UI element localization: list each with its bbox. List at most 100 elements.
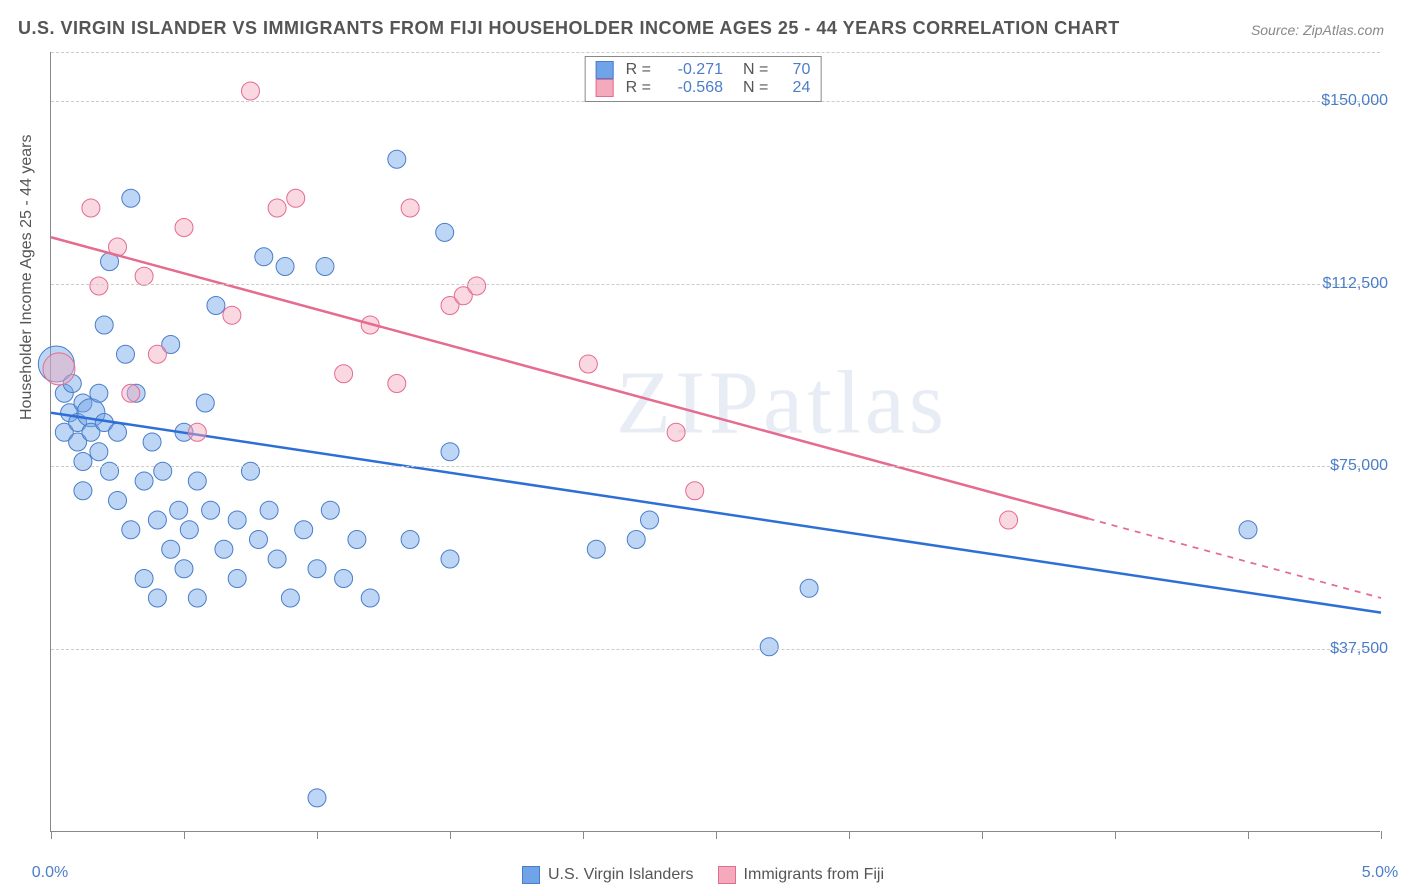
- scatter-point: [295, 521, 313, 539]
- scatter-point: [242, 82, 260, 100]
- y-tick-label: $150,000: [1321, 92, 1388, 110]
- scatter-point: [148, 589, 166, 607]
- scatter-point: [268, 199, 286, 217]
- gridline-h: [51, 466, 1380, 467]
- scatter-point: [90, 384, 108, 402]
- x-tick: [583, 831, 584, 839]
- r-label: R =: [626, 79, 651, 97]
- n-label: N =: [743, 79, 768, 97]
- x-tick: [51, 831, 52, 839]
- scatter-point: [135, 267, 153, 285]
- scatter-point: [667, 423, 685, 441]
- legend-swatch: [596, 61, 614, 79]
- scatter-point: [95, 316, 113, 334]
- scatter-point: [316, 258, 334, 276]
- x-tick: [317, 831, 318, 839]
- trend-line: [51, 413, 1381, 613]
- gridline-h: [51, 649, 1380, 650]
- scatter-point: [335, 570, 353, 588]
- x-tick: [450, 831, 451, 839]
- x-tick-label: 5.0%: [1362, 864, 1398, 882]
- scatter-point: [401, 531, 419, 549]
- scatter-point: [148, 511, 166, 529]
- legend-swatch: [596, 79, 614, 97]
- scatter-point: [143, 433, 161, 451]
- chart-title: U.S. VIRGIN ISLANDER VS IMMIGRANTS FROM …: [18, 18, 1120, 39]
- series-name: Immigrants from Fiji: [744, 866, 884, 884]
- scatter-point: [207, 297, 225, 315]
- scatter-point: [641, 511, 659, 529]
- scatter-point: [175, 560, 193, 578]
- x-tick: [1381, 831, 1382, 839]
- source-label: Source: ZipAtlas.com: [1251, 22, 1384, 38]
- scatter-point: [308, 560, 326, 578]
- n-value: 24: [780, 79, 810, 97]
- y-axis-label: Householder Income Ages 25 - 44 years: [18, 135, 36, 421]
- x-tick: [1115, 831, 1116, 839]
- series-legend-item: U.S. Virgin Islanders: [522, 866, 694, 884]
- scatter-point: [228, 570, 246, 588]
- scatter-point: [122, 189, 140, 207]
- scatter-point: [74, 453, 92, 471]
- y-tick-label: $75,000: [1330, 457, 1388, 475]
- scatter-point: [223, 306, 241, 324]
- correlation-legend-row: R =-0.271N =70: [596, 61, 811, 79]
- scatter-point: [162, 540, 180, 558]
- scatter-point: [82, 199, 100, 217]
- scatter-point: [579, 355, 597, 373]
- scatter-point: [202, 501, 220, 519]
- scatter-point: [188, 423, 206, 441]
- scatter-point: [148, 345, 166, 363]
- scatter-point: [74, 482, 92, 500]
- scatter-point: [135, 472, 153, 490]
- scatter-point: [308, 789, 326, 807]
- scatter-point: [135, 570, 153, 588]
- scatter-point: [388, 375, 406, 393]
- y-tick-label: $37,500: [1330, 640, 1388, 658]
- x-tick: [1248, 831, 1249, 839]
- scatter-point: [335, 365, 353, 383]
- scatter-point: [1000, 511, 1018, 529]
- scatter-point: [760, 638, 778, 656]
- n-value: 70: [780, 61, 810, 79]
- scatter-point: [228, 511, 246, 529]
- scatter-point: [401, 199, 419, 217]
- scatter-point: [276, 258, 294, 276]
- legend-swatch: [522, 866, 540, 884]
- scatter-point: [180, 521, 198, 539]
- scatter-point: [388, 150, 406, 168]
- scatter-point: [188, 472, 206, 490]
- scatter-point: [361, 589, 379, 607]
- gridline-h: [51, 52, 1380, 53]
- scatter-point: [436, 223, 454, 241]
- r-value: -0.568: [663, 79, 723, 97]
- scatter-point: [154, 462, 172, 480]
- scatter-point: [109, 492, 127, 510]
- series-legend-item: Immigrants from Fiji: [718, 866, 884, 884]
- plot-svg: [51, 52, 1380, 831]
- y-tick-label: $112,500: [1322, 275, 1388, 293]
- x-tick: [982, 831, 983, 839]
- scatter-point: [441, 550, 459, 568]
- legend-swatch: [718, 866, 736, 884]
- scatter-point: [116, 345, 134, 363]
- r-label: R =: [626, 61, 651, 79]
- scatter-point: [122, 521, 140, 539]
- trend-line-dashed: [1088, 519, 1381, 598]
- scatter-point: [627, 531, 645, 549]
- correlation-legend-row: R = -0.568 N = 24: [596, 79, 811, 97]
- scatter-point: [348, 531, 366, 549]
- scatter-point: [1239, 521, 1257, 539]
- scatter-point: [43, 353, 75, 385]
- x-tick: [849, 831, 850, 839]
- scatter-point: [215, 540, 233, 558]
- series-name: U.S. Virgin Islanders: [548, 866, 694, 884]
- scatter-point: [281, 589, 299, 607]
- scatter-point: [196, 394, 214, 412]
- scatter-point: [260, 501, 278, 519]
- scatter-point: [101, 462, 119, 480]
- x-tick: [184, 831, 185, 839]
- x-tick: [716, 831, 717, 839]
- x-tick-label: 0.0%: [32, 864, 68, 882]
- scatter-point: [90, 443, 108, 461]
